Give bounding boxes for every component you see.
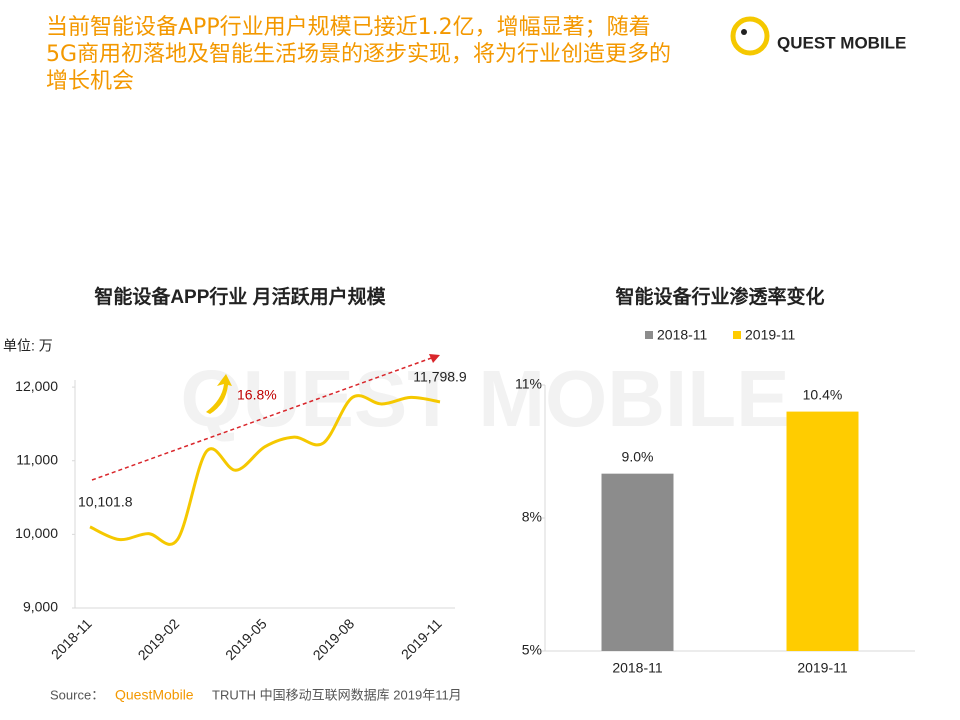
title-line: 5G商用初落地及智能生活场景的逐步实现，将为行业创造更多的: [46, 42, 672, 67]
x-tick-label: 2019-05: [222, 615, 270, 663]
logo-icon: [741, 29, 747, 35]
legend-swatch: [645, 331, 653, 339]
logo-icon: [730, 16, 770, 56]
y-tick-label: 8%: [522, 509, 542, 525]
y-tick-label: 9,000: [23, 599, 58, 615]
data-label: 10,101.8: [78, 494, 133, 510]
data-label: 9.0%: [622, 448, 654, 464]
annotation: 16.8%: [237, 387, 277, 403]
data-label: 10.4%: [803, 386, 843, 402]
title-line: 当前智能设备APP行业用户规模已接近1.2亿，增幅显著；随着: [46, 15, 651, 40]
x-tick-label: 2018-11: [48, 615, 95, 662]
bar: [601, 473, 674, 651]
source-text: TRUTH 中国移动互联网数据库 2019年11月: [212, 687, 462, 702]
y-axis-label: 单位: 万: [3, 338, 53, 354]
y-tick-label: 11,000: [16, 451, 58, 467]
chart-title: 智能设备行业渗透率变化: [615, 285, 824, 308]
chart-title: 智能设备APP行业 月活跃用户规模: [94, 285, 386, 308]
legend-label: 2018-11: [657, 327, 708, 343]
x-tick-label: 2019-11: [398, 615, 445, 662]
y-tick-label: 10,000: [15, 525, 58, 541]
y-tick-label: 5%: [522, 642, 542, 658]
trend-arrowhead: [429, 354, 440, 363]
source-brand: QuestMobile: [115, 687, 194, 703]
y-tick-label: 12,000: [15, 378, 58, 394]
title-line: 增长机会: [46, 69, 135, 94]
source-prefix: Source：: [50, 687, 104, 702]
x-tick-label: 2018-11: [612, 660, 663, 676]
slide-title: 当前智能设备APP行业用户规模已接近1.2亿，增幅显著；随着 5G商用初落地及智…: [46, 14, 671, 95]
legend-swatch: [733, 331, 741, 339]
x-tick-label: 2019-02: [135, 615, 183, 663]
watermark: QUEST MOBILE: [181, 354, 790, 443]
bar: [786, 411, 859, 651]
legend-label: 2019-11: [745, 327, 796, 343]
x-tick-label: 2019-11: [797, 660, 848, 676]
trend-arrow: [91, 355, 438, 481]
data-label: 11,798.9: [413, 369, 467, 385]
growth-icon: [206, 374, 232, 414]
line-series: [89, 394, 441, 546]
y-tick-label: 11%: [515, 376, 542, 392]
logo-text: QUEST MOBILE: [777, 33, 906, 52]
x-tick-label: 2019-08: [310, 615, 358, 663]
